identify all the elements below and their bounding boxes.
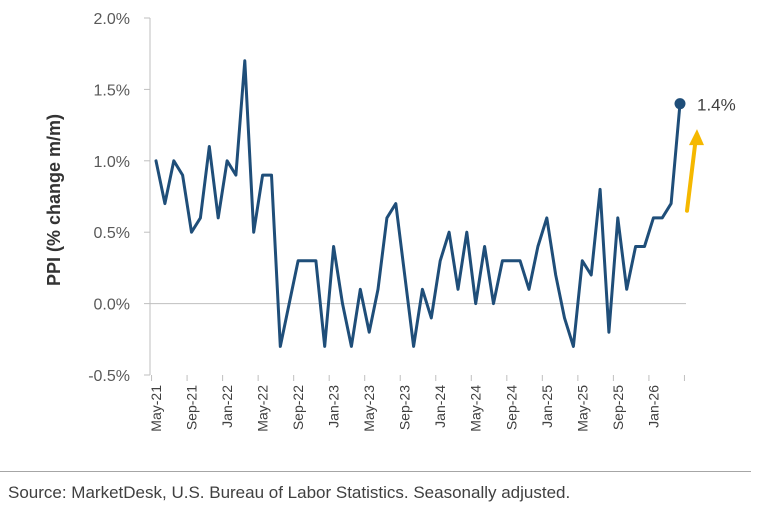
data-point	[634, 245, 637, 248]
data-point	[625, 288, 628, 291]
data-point	[288, 302, 291, 305]
x-axis: May-21 Sep-21 Jan-22 May-22 Sep-22 Jan-23 May-…	[148, 303, 686, 432]
x-tick-label: Sep-23	[397, 385, 413, 430]
data-point	[217, 216, 220, 219]
data-point	[199, 216, 202, 219]
x-tick-label: Sep-21	[184, 385, 200, 430]
data-point	[607, 331, 610, 334]
x-tick-label: Jan-26	[645, 385, 661, 428]
data-point	[616, 216, 619, 219]
y-axis-label: PPI (% change m/m)	[44, 114, 64, 286]
data-point	[394, 202, 397, 205]
data-point	[341, 302, 344, 305]
data-point	[243, 59, 246, 62]
data-point	[314, 259, 317, 262]
data-point	[350, 345, 353, 348]
data-point	[474, 302, 477, 305]
footer-divider	[0, 471, 751, 472]
data-point	[385, 216, 388, 219]
data-point	[670, 202, 673, 205]
y-tick-label: -0.5%	[88, 368, 130, 385]
x-tick-label: Sep-25	[610, 385, 626, 430]
data-point	[528, 288, 531, 291]
x-tick-label: Jan-22	[219, 385, 235, 428]
data-point	[270, 174, 273, 177]
x-tick-label: Jan-25	[539, 385, 555, 428]
data-point	[359, 288, 362, 291]
x-tick-label: Sep-22	[290, 385, 306, 430]
data-point	[190, 231, 193, 234]
data-point	[234, 174, 237, 177]
data-points	[155, 59, 686, 348]
data-point	[403, 274, 406, 277]
data-point	[172, 159, 175, 162]
source-note: Source: MarketDesk, U.S. Bureau of Labor…	[8, 483, 571, 502]
data-point	[208, 145, 211, 148]
x-tick-label: May-23	[361, 385, 377, 432]
data-point	[323, 345, 326, 348]
data-point	[563, 316, 566, 319]
x-tick-label: Sep-24	[503, 385, 519, 430]
data-point	[465, 231, 468, 234]
data-point	[652, 216, 655, 219]
data-point	[377, 288, 380, 291]
data-point	[519, 259, 522, 262]
data-point	[181, 174, 184, 177]
data-point	[599, 188, 602, 191]
x-tick-label: Jan-24	[432, 385, 448, 428]
x-tick-label: May-22	[255, 385, 271, 432]
y-tick-label: 0.5%	[94, 225, 130, 242]
latest-value-label: 1.4%	[697, 96, 736, 115]
data-point	[483, 245, 486, 248]
x-tick-label: May-24	[468, 385, 484, 432]
data-point	[492, 302, 495, 305]
ppi-line-chart: PPI (% change m/m) -0.5% 0.0% 0.5% 1.0% 1.5%…	[44, 11, 736, 432]
y-tick-label: 2.0%	[94, 11, 130, 28]
data-point	[421, 288, 424, 291]
data-point	[545, 216, 548, 219]
data-point	[226, 159, 229, 162]
y-tick-label: 1.0%	[94, 154, 130, 171]
data-point	[590, 274, 593, 277]
data-point	[279, 345, 282, 348]
data-point	[581, 259, 584, 262]
y-axis: -0.5% 0.0% 0.5% 1.0% 1.5% 2.0%	[88, 11, 150, 385]
data-point	[155, 159, 158, 162]
y-tick-label: 0.0%	[94, 297, 130, 314]
ppi-series-line	[154, 59, 682, 348]
data-point	[510, 259, 513, 262]
trend-arrow	[685, 143, 697, 213]
trend-arrow-head	[689, 129, 704, 146]
data-point	[430, 316, 433, 319]
data-point	[412, 345, 415, 348]
y-tick-label: 1.5%	[94, 82, 130, 99]
data-point	[448, 231, 451, 234]
data-point	[643, 245, 646, 248]
data-point	[456, 288, 459, 291]
data-point	[297, 259, 300, 262]
x-tick-label: May-21	[148, 385, 164, 432]
data-point	[554, 274, 557, 277]
data-point	[163, 202, 166, 205]
data-point	[536, 245, 539, 248]
data-point	[261, 174, 264, 177]
data-point	[252, 231, 255, 234]
x-tick-label: Jan-23	[326, 385, 342, 428]
data-point	[305, 259, 308, 262]
data-point	[572, 345, 575, 348]
data-point	[501, 259, 504, 262]
latest-data-point	[674, 98, 686, 110]
x-tick-label: May-25	[574, 385, 590, 432]
data-point	[439, 259, 442, 262]
data-point	[368, 331, 371, 334]
data-point	[332, 245, 335, 248]
data-point	[661, 216, 664, 219]
